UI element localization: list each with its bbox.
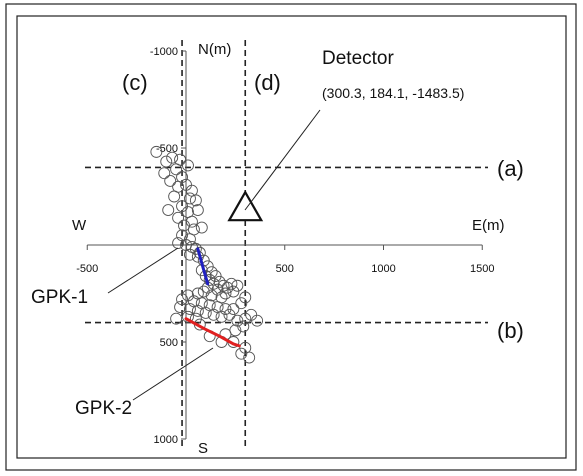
event-marker xyxy=(162,204,175,217)
event-marker xyxy=(176,293,189,306)
event-marker xyxy=(185,215,198,228)
event-marker xyxy=(166,151,179,164)
inner-frame xyxy=(16,15,567,459)
event-marker xyxy=(170,163,183,176)
event-marker xyxy=(239,291,252,304)
event-marker xyxy=(223,308,236,321)
y-axis-label-south: S xyxy=(198,440,208,457)
event-marker xyxy=(183,303,196,315)
event-marker xyxy=(172,237,185,250)
labels: (c) (d) (a) (b) W E(m) N(m) S Detector (… xyxy=(31,41,524,457)
event-marker xyxy=(172,211,185,224)
event-marker xyxy=(235,347,248,360)
event-markers xyxy=(150,145,264,364)
event-marker xyxy=(219,287,232,300)
event-marker xyxy=(160,155,173,168)
event-marker xyxy=(209,270,222,282)
event-marker xyxy=(227,285,240,298)
gpk2-leader-line xyxy=(132,347,214,401)
well-label-gpk1: GPK-1 xyxy=(31,287,88,308)
event-marker xyxy=(191,204,204,217)
detector-label: Detector xyxy=(322,48,394,69)
event-marker xyxy=(170,312,183,325)
event-marker xyxy=(203,273,216,286)
y-tick-label: 1000 xyxy=(154,434,178,446)
section-label-c: (c) xyxy=(122,70,148,95)
well-trace-gpk-2 xyxy=(184,317,241,348)
detector-marker xyxy=(227,189,264,222)
detector-leader-line xyxy=(244,109,321,211)
event-marker xyxy=(183,233,196,246)
event-marker xyxy=(239,312,252,325)
event-marker xyxy=(164,175,177,187)
event-marker xyxy=(205,266,218,279)
well-trace-gpk-1 xyxy=(196,247,210,286)
well-label-gpk2: GPK-2 xyxy=(75,398,132,419)
event-marker xyxy=(235,297,248,310)
event-marker xyxy=(231,279,244,292)
section-label-b: (b) xyxy=(497,318,524,343)
detector-coords: (300.3, 184.1, -1483.5) xyxy=(322,85,464,101)
x-axis-label-west: W xyxy=(72,217,87,234)
x-axis-label-east: E(m) xyxy=(472,217,505,234)
event-marker xyxy=(150,145,163,158)
event-marker xyxy=(197,285,210,298)
section-label-a: (a) xyxy=(497,156,524,181)
well-traces xyxy=(184,189,264,348)
event-marker xyxy=(221,281,234,294)
event-marker xyxy=(205,289,218,302)
event-marker xyxy=(227,303,240,315)
y-tick-label: 500 xyxy=(160,337,178,349)
section-lines xyxy=(85,40,488,448)
outer-frame xyxy=(5,3,577,471)
x-tick-label: 1000 xyxy=(371,263,395,275)
x-tick-label: 500 xyxy=(276,263,294,275)
event-marker xyxy=(158,167,171,180)
event-marker xyxy=(168,190,181,203)
event-marker xyxy=(219,303,232,315)
gpk1-leader-line xyxy=(107,247,179,294)
x-tick-label: 1500 xyxy=(470,263,494,275)
event-marker xyxy=(174,301,187,314)
event-marker xyxy=(213,275,226,288)
event-marker xyxy=(225,277,238,290)
event-marker xyxy=(191,305,204,317)
event-marker xyxy=(189,194,202,207)
y-axis-label-north: N(m) xyxy=(198,41,231,58)
event-marker xyxy=(183,192,196,205)
event-marker xyxy=(251,314,264,327)
event-marker xyxy=(215,310,228,323)
event-marker xyxy=(243,351,256,364)
event-marker xyxy=(182,159,194,172)
event-marker xyxy=(199,306,212,319)
event-marker xyxy=(207,308,220,321)
event-marker xyxy=(183,248,196,261)
y-tick-label: -1000 xyxy=(150,46,178,58)
x-tick-label: -500 xyxy=(76,263,98,275)
event-marker xyxy=(237,320,250,333)
event-marker xyxy=(195,221,208,234)
event-marker xyxy=(182,310,194,323)
section-label-d: (d) xyxy=(254,70,281,95)
